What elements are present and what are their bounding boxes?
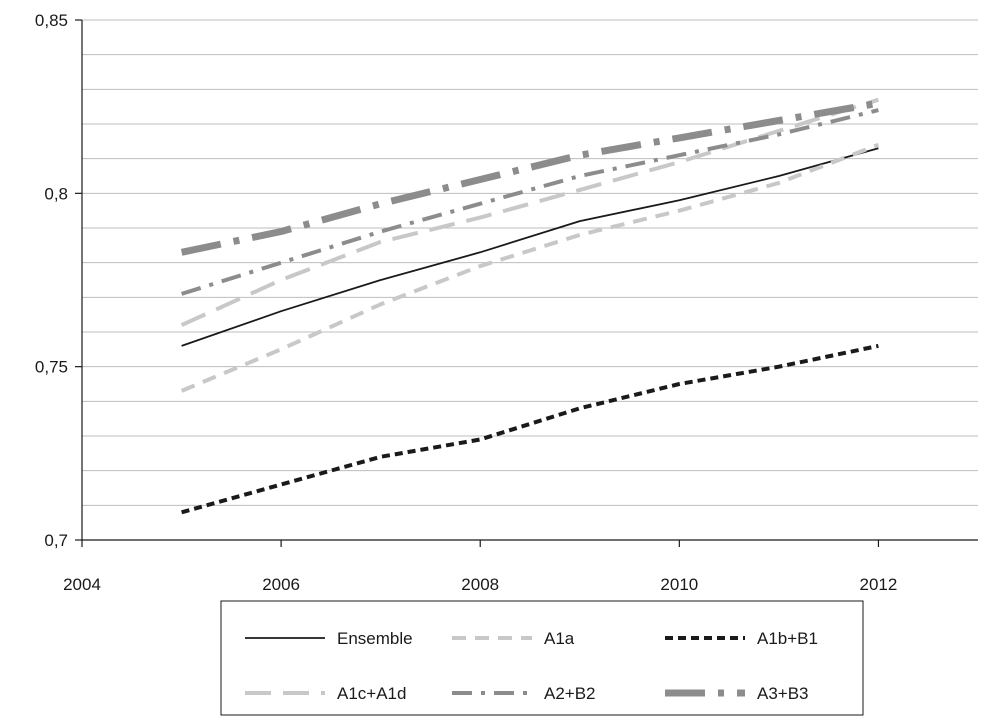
- legend-label: A2+B2: [544, 684, 596, 703]
- series-line-a1c-a1d: [182, 100, 879, 325]
- legend-label: A1a: [544, 629, 575, 648]
- series-line-ensemble: [182, 148, 879, 346]
- x-tick-label: 2008: [461, 575, 499, 594]
- series-line-a2-b2: [182, 110, 879, 294]
- legend-label: A1c+A1d: [337, 684, 406, 703]
- series-lines: [182, 100, 879, 513]
- y-tick-label: 0,85: [35, 11, 68, 30]
- x-tick-label: 2004: [63, 575, 101, 594]
- legend-label: Ensemble: [337, 629, 413, 648]
- series-line-a1a: [182, 145, 879, 391]
- axes: 0,7 0,75 0,8 0,85 2004 2006 2008 2010 2012: [35, 11, 978, 594]
- x-tick-label: 2010: [660, 575, 698, 594]
- legend-label: A3+B3: [757, 684, 809, 703]
- x-tick-label: 2006: [262, 575, 300, 594]
- y-tick-label: 0,75: [35, 358, 68, 377]
- series-line-a1b-b1: [182, 346, 879, 512]
- legend-label: A1b+B1: [757, 629, 818, 648]
- y-tick-label: 0,8: [44, 184, 68, 203]
- x-tick-label: 2012: [860, 575, 898, 594]
- legend: Ensemble A1a A1b+B1 A1c+A1d A2+B2 A3+B3: [221, 601, 863, 715]
- y-tick-label: 0,7: [44, 531, 68, 550]
- grid-lines: [82, 20, 978, 505]
